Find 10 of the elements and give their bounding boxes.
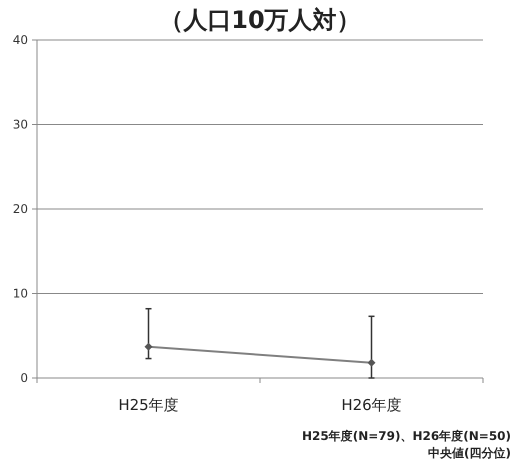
y-tick-label: 20	[12, 202, 28, 216]
x-tick-label: H25年度	[118, 396, 179, 414]
x-tick-label: H26年度	[341, 396, 402, 414]
y-tick-label: 0	[20, 371, 28, 385]
y-tick-label: 30	[12, 118, 28, 132]
text: H25年度(N=79)、H26年度(N=50)	[302, 429, 511, 443]
y-tick-label: 40	[12, 33, 28, 47]
chart-title: （人口10万人対）	[159, 6, 361, 34]
text: 中央値(四分位)	[428, 446, 511, 460]
y-tick-label: 10	[12, 286, 28, 300]
